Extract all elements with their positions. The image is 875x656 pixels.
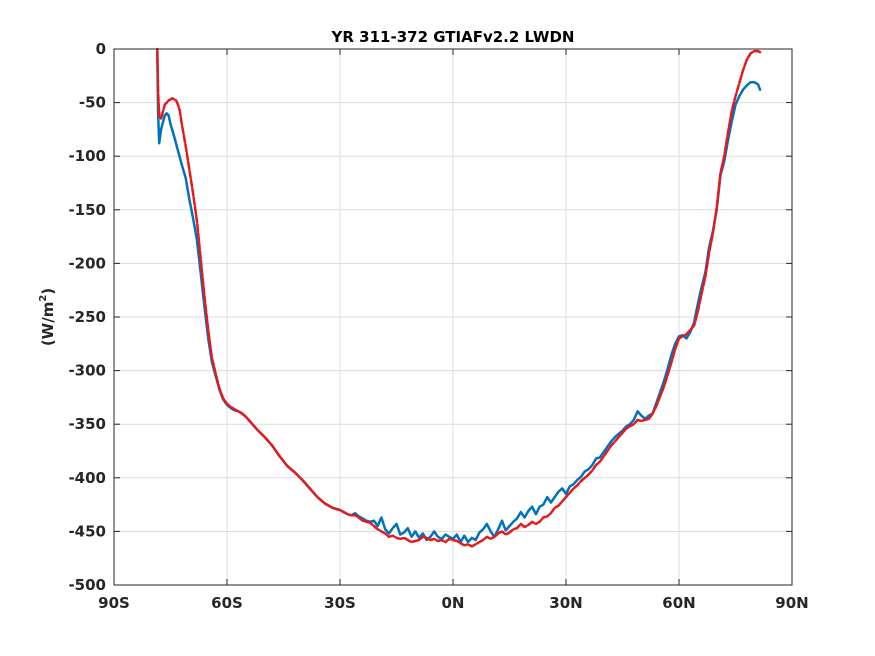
y-axis-label-main: (W/m — [39, 302, 57, 347]
x-tick-label: 60N — [662, 594, 695, 612]
y-tick-label: -100 — [68, 147, 106, 165]
x-tick-label: 30S — [324, 594, 356, 612]
x-tick-label: 60S — [211, 594, 243, 612]
y-tick-label: 0 — [96, 40, 106, 58]
y-tick-labels: 0 -50 -100 -150 -200 -250 -300 -350 -400 -450 -500 — [68, 40, 106, 594]
y-tick-label: -300 — [68, 362, 106, 380]
y-axis-label: (W/m2) — [38, 288, 57, 346]
x-tick-label: 0N — [442, 594, 465, 612]
x-tick-label: 30N — [549, 594, 582, 612]
y-axis-label-superscript: 2 — [38, 295, 49, 302]
plot-area — [113, 47, 793, 586]
y-tick-label: -500 — [68, 576, 106, 594]
y-tick-label: -50 — [79, 94, 106, 112]
y-tick-label: -250 — [68, 308, 106, 326]
x-tick-labels: 90S 60S 30S 0N 30N 60N 90N — [98, 594, 809, 612]
y-tick-label: -200 — [68, 254, 106, 272]
series-layer — [156, 47, 762, 548]
y-tick-label: -150 — [68, 201, 106, 219]
chart-title: YR 311-372 GTIAFv2.2 LWDN — [331, 28, 575, 46]
x-tick-label: 90N — [775, 594, 808, 612]
tick-marks — [113, 48, 793, 586]
x-tick-label: 90S — [98, 594, 130, 612]
series-line-2 — [156, 47, 762, 548]
y-tick-label: -350 — [68, 415, 106, 433]
y-tick-label: -450 — [68, 522, 106, 540]
y-axis-label-close: ) — [39, 288, 57, 295]
y-tick-label: -400 — [68, 469, 106, 487]
grid-lines — [114, 49, 792, 585]
